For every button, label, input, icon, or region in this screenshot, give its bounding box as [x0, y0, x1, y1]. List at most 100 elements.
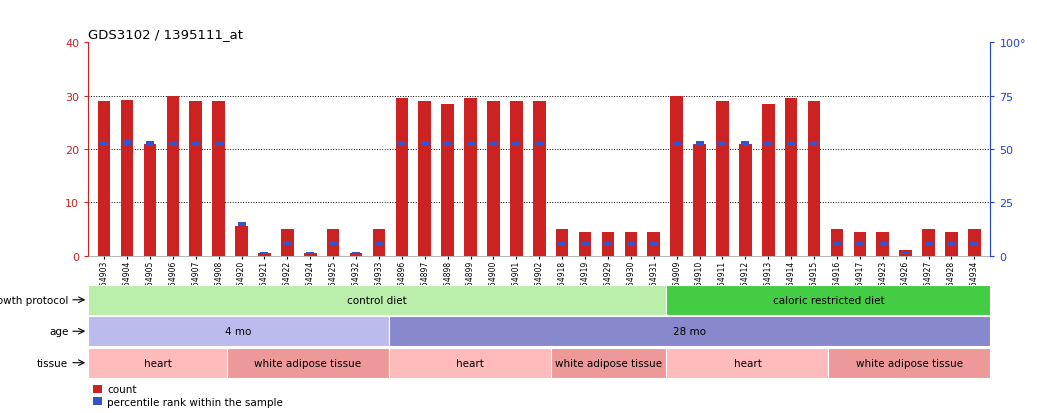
- Bar: [922, 230, 934, 256]
- Bar: [925, 243, 932, 247]
- Text: white adipose tissue: white adipose tissue: [254, 358, 362, 368]
- Text: 28 mo: 28 mo: [673, 326, 706, 337]
- Bar: [739, 145, 752, 256]
- Bar: [260, 252, 269, 254]
- Bar: [551, 348, 667, 378]
- Bar: [467, 142, 475, 147]
- Bar: [948, 243, 955, 247]
- Bar: [487, 102, 500, 256]
- Bar: [120, 101, 134, 256]
- Bar: [375, 243, 383, 247]
- Bar: [717, 102, 729, 256]
- Bar: [878, 243, 887, 247]
- Bar: [329, 242, 337, 245]
- Bar: [213, 102, 225, 256]
- Bar: [533, 102, 545, 256]
- Bar: [581, 243, 589, 247]
- Bar: [398, 142, 405, 147]
- Bar: [304, 254, 316, 256]
- Bar: [327, 230, 339, 256]
- Bar: [192, 142, 200, 147]
- Bar: [489, 142, 498, 147]
- Bar: [281, 230, 293, 256]
- Bar: [833, 243, 841, 247]
- Text: caloric restricted diet: caloric restricted diet: [773, 295, 885, 305]
- Bar: [968, 230, 981, 256]
- Text: heart: heart: [456, 358, 484, 368]
- Bar: [146, 142, 153, 147]
- Text: GDS3102 / 1395111_at: GDS3102 / 1395111_at: [88, 28, 243, 41]
- Bar: [673, 142, 680, 147]
- Bar: [719, 142, 727, 147]
- Bar: [667, 285, 990, 315]
- Bar: [88, 348, 227, 378]
- Bar: [510, 102, 523, 256]
- Bar: [442, 104, 454, 256]
- Bar: [856, 243, 864, 247]
- Bar: [444, 142, 452, 147]
- Bar: [421, 142, 428, 147]
- Bar: [101, 142, 108, 147]
- Bar: [579, 232, 591, 256]
- Bar: [88, 316, 389, 347]
- Bar: [971, 243, 978, 247]
- Bar: [556, 230, 568, 256]
- Bar: [227, 348, 389, 378]
- Bar: [670, 97, 683, 256]
- Text: 4 mo: 4 mo: [225, 326, 252, 337]
- Bar: [97, 102, 111, 256]
- Bar: [258, 254, 271, 256]
- Bar: [235, 227, 248, 256]
- Legend: count, percentile rank within the sample: count, percentile rank within the sample: [93, 385, 283, 407]
- Text: heart: heart: [733, 358, 761, 368]
- Bar: [810, 142, 818, 147]
- Bar: [901, 252, 909, 254]
- Bar: [693, 145, 706, 256]
- Bar: [558, 243, 566, 247]
- Bar: [169, 142, 177, 147]
- Bar: [535, 142, 543, 147]
- Bar: [831, 230, 843, 256]
- Bar: [601, 232, 614, 256]
- Bar: [123, 140, 131, 145]
- Text: tissue: tissue: [37, 358, 68, 368]
- Bar: [829, 348, 990, 378]
- Bar: [624, 232, 637, 256]
- Bar: [190, 102, 202, 256]
- Bar: [349, 254, 362, 256]
- Bar: [395, 99, 409, 256]
- Text: growth protocol: growth protocol: [0, 295, 68, 305]
- Text: white adipose tissue: white adipose tissue: [555, 358, 663, 368]
- Bar: [372, 230, 386, 256]
- Bar: [876, 232, 889, 256]
- Text: age: age: [49, 326, 68, 337]
- Bar: [215, 142, 223, 147]
- Bar: [167, 97, 179, 256]
- Bar: [144, 145, 157, 256]
- Text: white adipose tissue: white adipose tissue: [856, 358, 963, 368]
- Bar: [237, 223, 246, 227]
- Bar: [283, 242, 291, 245]
- Bar: [853, 232, 866, 256]
- Bar: [741, 142, 750, 147]
- Bar: [389, 348, 551, 378]
- Bar: [352, 252, 360, 254]
- Text: control diet: control diet: [347, 295, 408, 305]
- Bar: [389, 316, 990, 347]
- Bar: [512, 142, 521, 147]
- Bar: [419, 102, 431, 256]
- Bar: [696, 142, 703, 147]
- Bar: [647, 232, 660, 256]
- Bar: [306, 252, 314, 254]
- Bar: [604, 243, 612, 247]
- Bar: [899, 251, 912, 256]
- Bar: [650, 243, 657, 247]
- Bar: [465, 99, 477, 256]
- Bar: [945, 232, 958, 256]
- Bar: [762, 104, 775, 256]
- Bar: [808, 102, 820, 256]
- Text: heart: heart: [143, 358, 171, 368]
- Bar: [764, 142, 773, 147]
- Bar: [785, 99, 797, 256]
- Bar: [787, 142, 795, 147]
